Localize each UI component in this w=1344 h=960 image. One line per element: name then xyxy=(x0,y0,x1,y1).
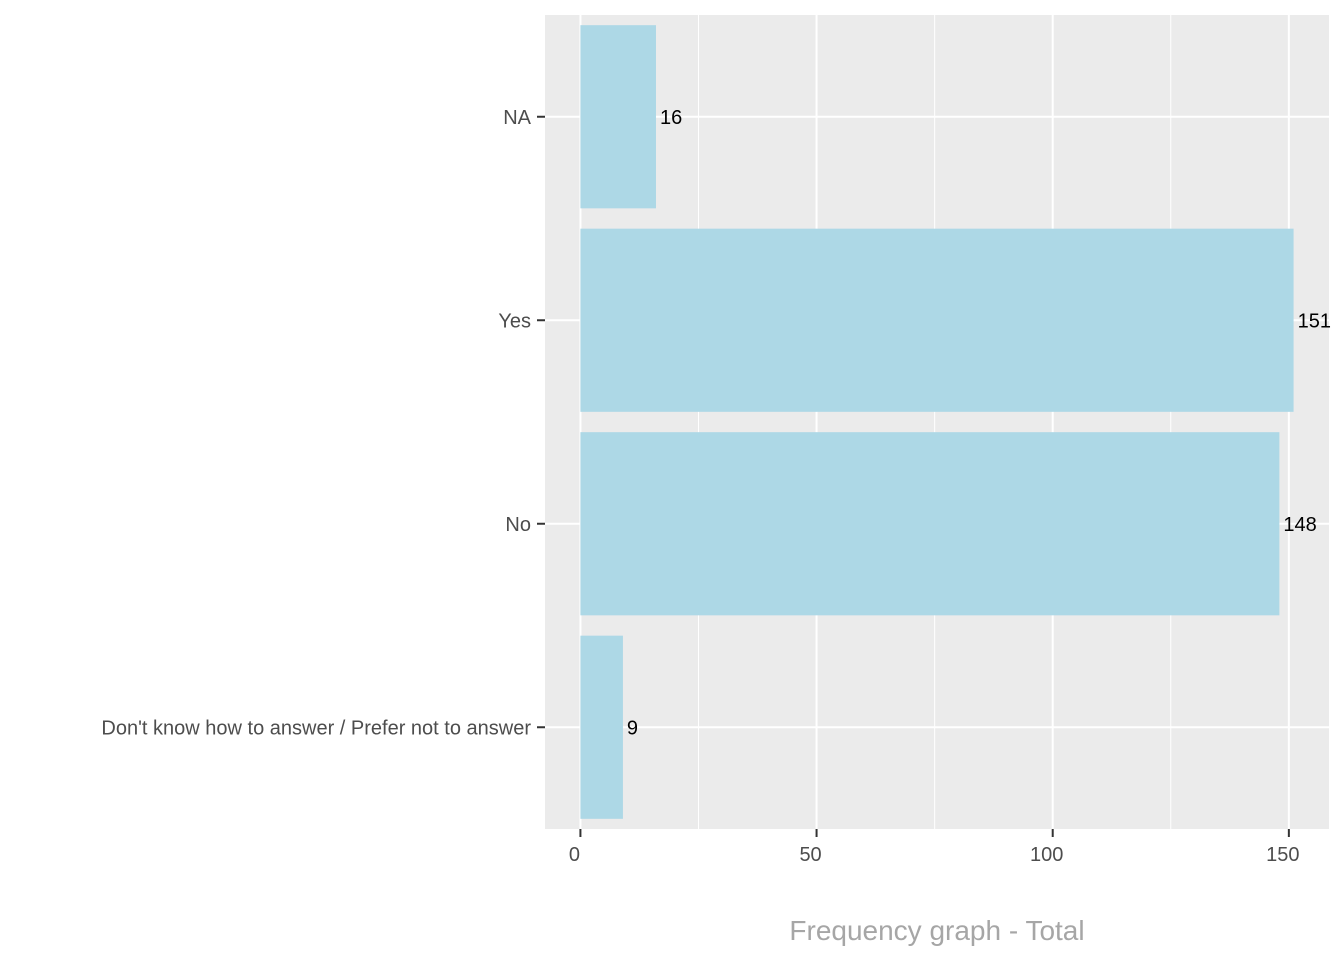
bar xyxy=(580,635,623,819)
data-labels: 16 151 148 9 xyxy=(627,107,1331,740)
bar-data-label: 151 xyxy=(1298,310,1331,332)
x-tick-label: 0 xyxy=(569,844,580,866)
bars xyxy=(580,25,1294,819)
x-axis: 0 50 100 150 xyxy=(569,829,1300,866)
x-tick-label: 50 xyxy=(799,844,821,866)
bar xyxy=(580,25,656,209)
minor-gridlines xyxy=(697,15,1172,829)
bar-data-label: 148 xyxy=(1283,514,1316,536)
y-tick-label: No xyxy=(505,514,531,536)
y-tick-label: NA xyxy=(503,107,531,129)
plot-panel xyxy=(545,15,1329,829)
x-tick-label: 150 xyxy=(1266,844,1299,866)
bar-data-label: 16 xyxy=(660,107,682,129)
y-tick-label: Don't know how to answer / Prefer not to… xyxy=(101,717,531,739)
bar xyxy=(580,228,1294,412)
x-tick-label: 100 xyxy=(1030,844,1063,866)
bar xyxy=(580,432,1280,616)
x-axis-title: Frequency graph - Total xyxy=(789,915,1084,946)
y-tick-label: Yes xyxy=(498,310,531,332)
bar-data-label: 9 xyxy=(627,717,638,739)
y-axis: NA Yes No Don't know how to answer / Prefer… xyxy=(101,107,545,739)
